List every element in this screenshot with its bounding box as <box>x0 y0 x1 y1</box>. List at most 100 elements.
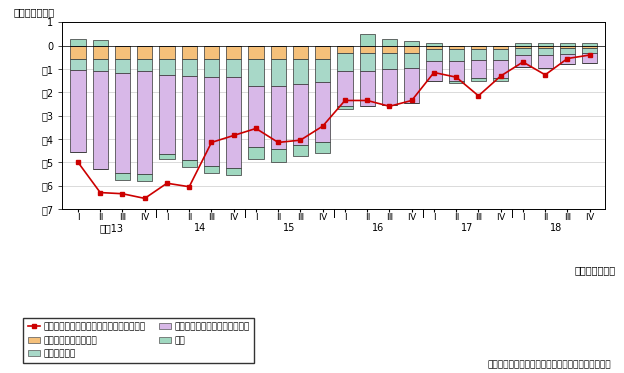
Bar <box>137 46 152 59</box>
Bar <box>426 43 442 46</box>
Bar <box>515 55 530 67</box>
Bar <box>204 46 219 59</box>
Bar <box>92 46 108 59</box>
Bar <box>382 69 397 105</box>
Bar <box>515 46 530 48</box>
Bar <box>538 43 553 46</box>
Bar <box>338 106 353 109</box>
Bar <box>315 82 330 142</box>
Text: （前年比、％）: （前年比、％） <box>14 7 55 17</box>
Bar <box>182 160 197 167</box>
Bar <box>315 46 330 59</box>
Bar <box>471 46 486 49</box>
Bar <box>159 59 175 75</box>
Bar <box>560 48 575 54</box>
Bar <box>471 60 486 78</box>
Bar <box>115 46 130 59</box>
Bar <box>515 48 530 55</box>
Bar <box>538 48 553 55</box>
Bar <box>404 68 419 103</box>
Bar <box>226 46 241 59</box>
Bar <box>493 60 509 78</box>
Bar <box>115 173 130 180</box>
Bar <box>115 59 130 72</box>
Bar <box>71 46 85 59</box>
Bar <box>582 53 597 63</box>
Bar <box>404 46 419 53</box>
Bar <box>538 55 553 68</box>
Text: （年／四半期）: （年／四半期） <box>575 265 616 275</box>
Bar <box>226 77 241 168</box>
Bar <box>426 49 442 61</box>
Bar <box>92 59 108 71</box>
Bar <box>71 70 85 152</box>
Bar <box>159 75 175 154</box>
Bar <box>293 46 308 59</box>
Bar <box>382 46 397 53</box>
Bar <box>271 150 286 162</box>
Bar <box>538 46 553 48</box>
Bar <box>271 59 286 87</box>
Bar <box>582 46 597 48</box>
Bar <box>493 49 509 60</box>
Text: 平成13: 平成13 <box>99 223 124 233</box>
Bar <box>204 77 219 166</box>
Bar <box>382 39 397 46</box>
Bar <box>204 166 219 173</box>
Bar <box>471 78 486 81</box>
Bar <box>359 46 375 53</box>
Bar <box>293 59 308 84</box>
Bar <box>159 46 175 59</box>
Bar <box>159 154 175 159</box>
Bar <box>71 59 85 70</box>
Bar <box>404 41 419 46</box>
Text: 16: 16 <box>372 223 384 233</box>
Bar <box>137 71 152 174</box>
Bar <box>404 53 419 68</box>
Bar <box>115 72 130 173</box>
Bar <box>71 39 85 46</box>
Bar <box>382 53 397 69</box>
Text: 14: 14 <box>194 223 207 233</box>
Bar <box>271 46 286 59</box>
Bar <box>582 43 597 46</box>
Bar <box>248 147 263 159</box>
Bar <box>449 46 464 49</box>
Bar <box>182 76 197 160</box>
Legend: 情報通信関連の企業向けサービス価格指数, 通信・放送（除郵便）, 情報サービス, 情報関連機器リース・レンタル, 広告: 情報通信関連の企業向けサービス価格指数, 通信・放送（除郵便）, 情報サービス,… <box>24 318 254 363</box>
Bar <box>293 84 308 145</box>
Bar <box>560 54 575 65</box>
Bar <box>248 87 263 147</box>
Bar <box>560 43 575 46</box>
Bar <box>248 46 263 59</box>
Bar <box>92 40 108 46</box>
Bar <box>471 49 486 60</box>
Bar <box>359 53 375 71</box>
Bar <box>493 78 509 81</box>
Bar <box>338 46 353 53</box>
Bar <box>338 71 353 106</box>
Bar <box>338 53 353 71</box>
Text: 15: 15 <box>283 223 296 233</box>
Bar <box>226 168 241 175</box>
Bar <box>271 87 286 150</box>
Bar <box>293 145 308 156</box>
Bar <box>226 59 241 77</box>
Bar <box>449 49 464 61</box>
Bar <box>315 142 330 153</box>
Text: 日本銀行「企業向けサービス価格指数」により作成: 日本銀行「企業向けサービス価格指数」により作成 <box>488 360 612 369</box>
Bar <box>315 59 330 82</box>
Bar <box>582 48 597 53</box>
Bar <box>515 43 530 46</box>
Text: 17: 17 <box>461 223 474 233</box>
Bar <box>182 59 197 76</box>
Text: 18: 18 <box>550 223 562 233</box>
Bar <box>182 46 197 59</box>
Bar <box>560 46 575 48</box>
Bar <box>426 61 442 81</box>
Bar <box>359 34 375 46</box>
Bar <box>137 174 152 181</box>
Bar <box>359 71 375 106</box>
Bar <box>92 71 108 169</box>
Bar <box>137 59 152 71</box>
